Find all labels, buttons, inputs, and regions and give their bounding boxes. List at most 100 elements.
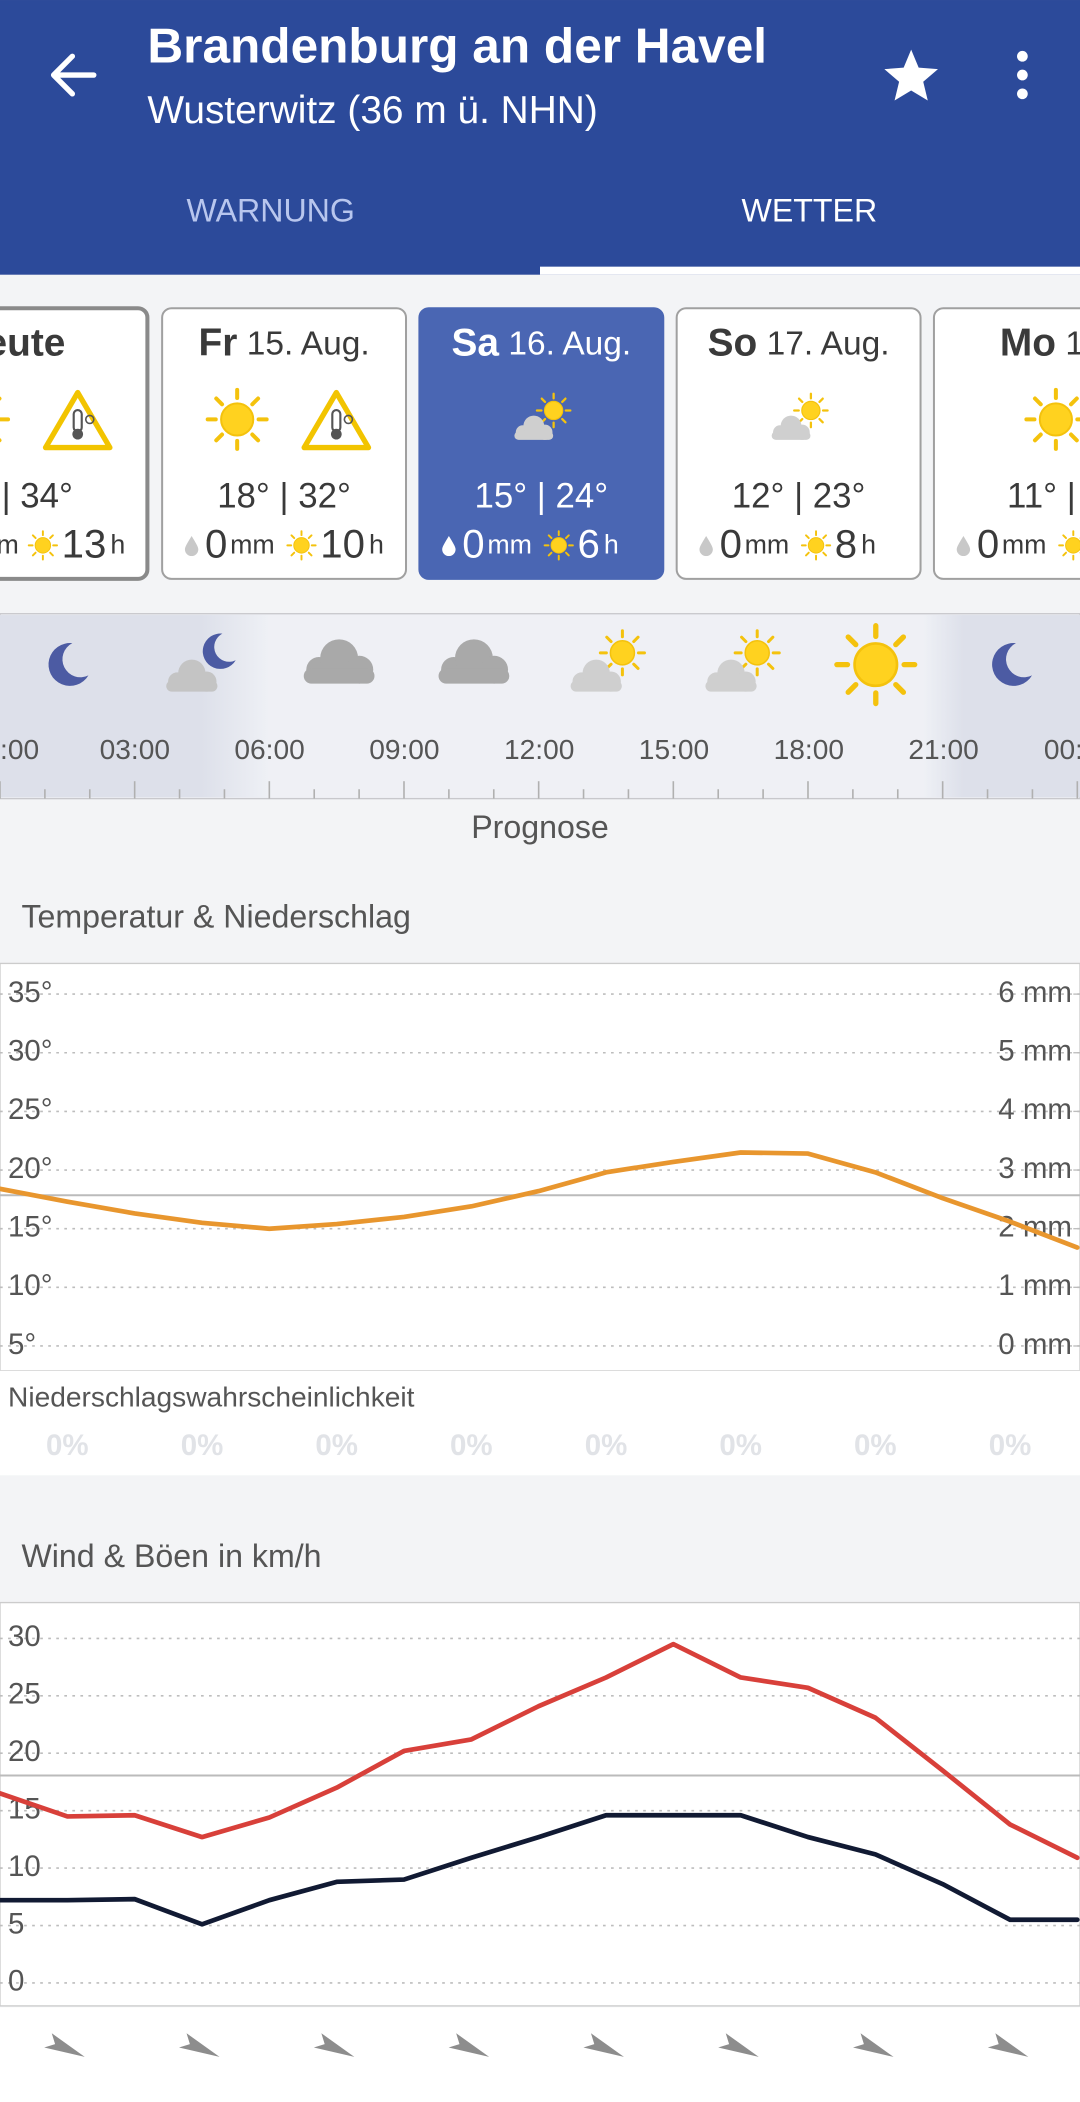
day-temps: 12° | 23°	[732, 477, 866, 516]
day-card[interactable]: Mo18.11° | 20mm	[932, 307, 1080, 580]
chart-title: Wind & Böen in km/h	[21, 1538, 321, 1574]
wind-directions	[44, 2033, 1029, 2057]
day-date: 18.	[1065, 326, 1080, 363]
wind-arrow	[313, 2033, 355, 2057]
chart-area	[0, 962, 1080, 1372]
y-tick-label: 0	[8, 1965, 24, 1998]
rain-unit: m	[0, 530, 19, 560]
menu-button[interactable]	[1017, 50, 1028, 100]
hour-label: :00	[0, 734, 39, 765]
day-heading: eute	[0, 322, 65, 365]
wind-arrow	[179, 2033, 220, 2057]
day-heading: Fr 15. Aug.	[199, 322, 370, 365]
day-heading: Sa 16. Aug.	[451, 322, 631, 365]
day-name: Mo	[1000, 322, 1056, 365]
y-tick-label: 30	[8, 1620, 41, 1653]
y-tick-label: 5	[8, 1907, 24, 1940]
night-shade	[0, 615, 268, 798]
y2-tick-label: 4 mm	[998, 1093, 1072, 1126]
day-heading: So 17. Aug.	[708, 322, 890, 365]
icon	[286, 530, 317, 561]
day-name: So	[708, 322, 758, 365]
y-tick-label: 20°	[8, 1152, 53, 1185]
day-card[interactable]: Sa 16. Aug. 15° | 24° 0 mm 6 h	[418, 307, 665, 580]
tab[interactable]: WARNUNG	[186, 193, 354, 229]
icon	[27, 530, 58, 561]
y-tick-label: 25°	[8, 1093, 53, 1126]
wind-direction-area	[0, 2007, 1080, 2102]
icon	[208, 390, 267, 449]
y-tick-label: 10°	[8, 1269, 53, 1302]
sun-hours: 13	[62, 521, 107, 566]
probability-label: 0%	[585, 1429, 628, 1462]
hourly-items: :00 03:00 06:00 09:00 12:00 15:00 18:00 21:00 00…	[0, 626, 1080, 799]
hour-label: 03:00	[100, 734, 170, 765]
plot	[0, 1150, 1080, 1250]
card-background	[675, 307, 922, 580]
series-line	[0, 1150, 1080, 1250]
rain-amount: 0	[462, 521, 484, 566]
app-bar	[0, 0, 1080, 275]
day-date: 17. Aug.	[767, 326, 890, 363]
y2-tick-label: 3 mm	[998, 1152, 1072, 1185]
temperature-chart: 5° 10° 15° 20° 25° 30° 35° 0 mm 1 mm 2 mm 3 mm 4 mm…	[0, 976, 1080, 1462]
card-background	[418, 307, 665, 580]
day-card[interactable]: So 17. Aug. 12° | 23° 0 mm 8 h	[675, 307, 922, 580]
day-cards: eute° | 34°m13hFr15. Aug.18° | 32°0mm10h…	[0, 306, 1080, 581]
icon	[837, 626, 915, 704]
y-tick-label: 35°	[8, 976, 53, 1009]
day-name: Sa	[451, 322, 499, 365]
card-background	[932, 307, 1080, 580]
hour-label: 18:00	[774, 734, 844, 765]
day-card[interactable]: Fr 15. Aug. 18° | 32° 0 mm 10 h	[161, 307, 408, 580]
probability-label: 0%	[719, 1429, 762, 1462]
day-card[interactable]: eute ° | 34° m 13h	[0, 306, 150, 581]
hour-label: 21:00	[908, 734, 978, 765]
y2-tick-label: 5 mm	[998, 1035, 1072, 1068]
y-tick-label: 25	[8, 1678, 41, 1711]
rain-amount: 0	[205, 521, 227, 566]
y2-tick-label: 2 mm	[998, 1210, 1072, 1243]
night-shade	[924, 615, 1080, 798]
hour-label: 15:00	[639, 734, 709, 765]
sun-hours: 8	[835, 521, 857, 566]
hour-label: 06:00	[234, 734, 304, 765]
favorite-button[interactable]	[884, 49, 938, 101]
plot	[0, 1641, 1080, 1927]
chart-area	[0, 1601, 1080, 2007]
wind-arrow	[448, 2033, 490, 2057]
day-rain: 0 mm	[462, 521, 532, 566]
tab-indicator	[540, 266, 1080, 275]
tab[interactable]: WETTER	[741, 193, 877, 229]
back-button[interactable]	[50, 53, 97, 97]
icon	[543, 530, 574, 561]
rain-unit: mm	[230, 530, 275, 560]
sun-hours: 6	[578, 521, 600, 566]
series-line	[0, 1641, 1080, 1861]
sun-unit: h	[861, 530, 876, 560]
y-tick-label: 10	[8, 1850, 41, 1883]
wind-arrow	[583, 2033, 624, 2057]
day-rain: 0 mm	[977, 521, 1047, 566]
day-sun: 10 h	[320, 521, 384, 566]
day-rain: m	[0, 530, 19, 560]
rain-unit: mm	[487, 530, 532, 560]
chart-title: Temperatur & Niederschlag	[21, 899, 410, 935]
icon	[800, 530, 832, 561]
y2-tick-label: 0 mm	[998, 1328, 1072, 1361]
day-date: 15. Aug.	[247, 326, 370, 363]
day-date: 16. Aug.	[508, 326, 631, 363]
y2-tick-label: 1 mm	[998, 1269, 1072, 1302]
probability-label: 0%	[450, 1429, 493, 1462]
hour-label: 09:00	[369, 734, 439, 765]
day-name: Fr	[199, 322, 238, 365]
day-temps: 15° | 24°	[474, 477, 608, 516]
rain-amount: 0	[720, 521, 742, 566]
probability-label: 0%	[854, 1429, 897, 1462]
sun-unit: h	[604, 530, 619, 560]
day-rain: 0 mm	[205, 521, 275, 566]
day-name: eute	[0, 322, 65, 365]
